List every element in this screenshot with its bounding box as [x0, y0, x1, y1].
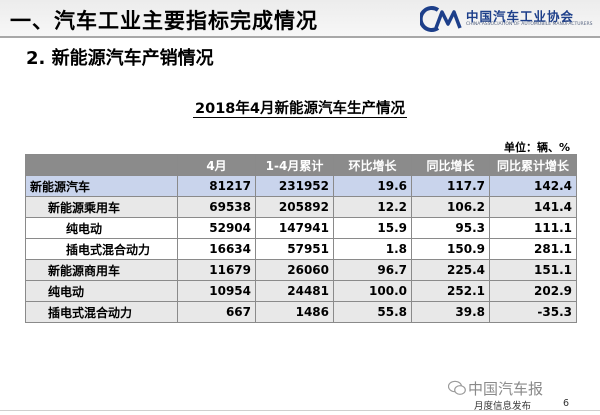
month-cell: 667	[177, 301, 256, 323]
table-body: 新能源汽车 81217 231952 19.6 117.7 142.4 新能源乘用车 6953…	[25, 175, 577, 323]
mom-cell: 1.8	[333, 238, 412, 260]
footer-divider	[0, 410, 600, 411]
wechat-icon	[448, 380, 466, 395]
header-cell-name	[25, 154, 178, 176]
month-cell: 81217	[177, 175, 256, 197]
month-cell: 69538	[177, 196, 256, 218]
logo-chinese-name: 中国汽车工业协会	[466, 9, 575, 24]
ytd-cell: 26060	[255, 259, 334, 281]
table-row: 插电式混合动力 16634 57951 1.8 150.9 281.1	[25, 238, 577, 260]
table-row: 纯电动 10954 24481 100.0 252.1 202.9	[25, 280, 577, 302]
month-cell: 11679	[177, 259, 256, 281]
mom-cell: 15.9	[333, 217, 412, 239]
ytd-yoy-cell: 111.1	[489, 217, 577, 239]
table-row: 插电式混合动力 667 1486 55.8 39.8 -35.3	[25, 301, 577, 323]
row-name-cell: 插电式混合动力	[25, 238, 178, 260]
mom-cell: 96.7	[333, 259, 412, 281]
row-name-cell: 纯电动	[25, 280, 178, 302]
mom-cell: 12.2	[333, 196, 412, 218]
mom-cell: 19.6	[333, 175, 412, 197]
row-name-cell: 新能源汽车	[25, 175, 178, 197]
section-title: 2. 新能源汽车产销情况	[26, 48, 214, 69]
row-name-cell: 纯电动	[25, 217, 178, 239]
ytd-yoy-cell: 141.4	[489, 196, 577, 218]
unit-label: 单位：辆、%	[503, 141, 570, 154]
ytd-yoy-cell: -35.3	[489, 301, 577, 323]
ytd-yoy-cell: 281.1	[489, 238, 577, 260]
caam-logo: 中国汽车工业协会 CHINA ASSOCIATION OF AUTOMOBILE…	[420, 4, 595, 34]
yoy-cell: 150.9	[411, 238, 490, 260]
page-number: 6	[563, 398, 570, 409]
ytd-yoy-cell: 202.9	[489, 280, 577, 302]
yoy-cell: 39.8	[411, 301, 490, 323]
month-cell: 16634	[177, 238, 256, 260]
header-cell-yoy: 同比增长	[411, 154, 490, 176]
title-band	[0, 0, 600, 38]
ytd-cell: 57951	[255, 238, 334, 260]
yoy-cell: 225.4	[411, 259, 490, 281]
mom-cell: 100.0	[333, 280, 412, 302]
row-name-cell: 新能源乘用车	[25, 196, 178, 218]
ytd-yoy-cell: 142.4	[489, 175, 577, 197]
ytd-cell: 231952	[255, 175, 334, 197]
header-cell-ytd: 1-4月累计	[255, 154, 334, 176]
ytd-yoy-cell: 151.1	[489, 259, 577, 281]
ytd-cell: 1486	[255, 301, 334, 323]
row-name-cell: 插电式混合动力	[25, 301, 178, 323]
table-title-text: 2018年4月新能源汽车生产情况	[193, 101, 407, 118]
production-table: 4月 1-4月累计 环比增长 同比增长 同比累计增长 新能源汽车 81217 231…	[25, 154, 577, 323]
yoy-cell: 252.1	[411, 280, 490, 302]
row-name-cell: 新能源商用车	[25, 259, 178, 281]
logo-english-name: CHINA ASSOCIATION OF AUTOMOBILE MANUFACT…	[466, 22, 593, 27]
slide-title: 一、汽车工业主要指标完成情况	[10, 9, 318, 33]
table-title: 2018年4月新能源汽车生产情况	[0, 97, 600, 118]
table-row: 纯电动 52904 147941 15.9 95.3 111.1	[25, 217, 577, 239]
ytd-cell: 205892	[255, 196, 334, 218]
month-cell: 52904	[177, 217, 256, 239]
watermark: 中国汽车报	[468, 380, 544, 398]
footer-label: 月度信息发布	[474, 401, 532, 412]
yoy-cell: 95.3	[411, 217, 490, 239]
table-header-row: 4月 1-4月累计 环比增长 同比增长 同比累计增长	[25, 154, 577, 176]
month-cell: 10954	[177, 280, 256, 302]
table-row: 新能源商用车 11679 26060 96.7 225.4 151.1	[25, 259, 577, 281]
header-cell-mom: 环比增长	[333, 154, 412, 176]
caam-logo-icon	[420, 6, 462, 32]
table-row: 新能源汽车 81217 231952 19.6 117.7 142.4	[25, 175, 577, 197]
table-row: 新能源乘用车 69538 205892 12.2 106.2 141.4	[25, 196, 577, 218]
header-cell-ytd-yoy: 同比累计增长	[489, 154, 577, 176]
mom-cell: 55.8	[333, 301, 412, 323]
ytd-cell: 24481	[255, 280, 334, 302]
yoy-cell: 106.2	[411, 196, 490, 218]
header-cell-month: 4月	[177, 154, 256, 176]
ytd-cell: 147941	[255, 217, 334, 239]
yoy-cell: 117.7	[411, 175, 490, 197]
